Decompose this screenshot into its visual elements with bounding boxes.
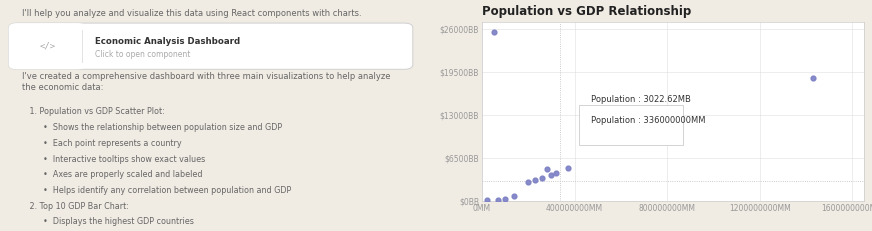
Text: </>: </> [39,42,55,51]
Point [535,176,549,180]
Text: Click to open component: Click to open component [94,50,190,59]
Text: Population : 3022.62MB: Population : 3022.62MB [590,94,691,103]
FancyBboxPatch shape [579,105,684,145]
Point [491,198,505,201]
Text: •  Each point represents a country: • Each point represents a country [43,139,181,148]
Point [480,198,494,202]
FancyBboxPatch shape [9,23,86,69]
Text: 1. Population vs GDP Scatter Plot:: 1. Population vs GDP Scatter Plot: [22,107,164,116]
Text: •  Helps identify any correlation between population and GDP: • Helps identify any correlation between… [43,186,291,195]
Text: Population vs GDP Relationship: Population vs GDP Relationship [482,5,691,18]
Text: Population : 336000000MM: Population : 336000000MM [590,116,705,125]
Text: I'll help you analyze and visualize this data using React components with charts: I'll help you analyze and visualize this… [22,9,361,18]
Text: Economic Analysis Dashboard: Economic Analysis Dashboard [94,37,240,46]
Point [540,167,554,171]
Text: •  Axes are properly scaled and labeled: • Axes are properly scaled and labeled [43,170,202,179]
Text: •  Interactive tooltips show exact values: • Interactive tooltips show exact values [43,155,205,164]
Point [549,171,563,175]
Point [498,197,512,201]
Point [528,179,542,182]
FancyBboxPatch shape [9,23,412,69]
Point [806,76,820,80]
Point [508,195,521,198]
Point [561,166,575,170]
Point [487,30,501,34]
Point [544,173,558,177]
Text: 2. Top 10 GDP Bar Chart:: 2. Top 10 GDP Bar Chart: [22,202,128,211]
Text: •  Displays the highest GDP countries: • Displays the highest GDP countries [43,217,194,226]
Point [521,181,535,184]
Text: I've created a comprehensive dashboard with three main visualizations to help an: I've created a comprehensive dashboard w… [22,72,390,92]
Text: •  Shows the relationship between population size and GDP: • Shows the relationship between populat… [43,123,283,132]
